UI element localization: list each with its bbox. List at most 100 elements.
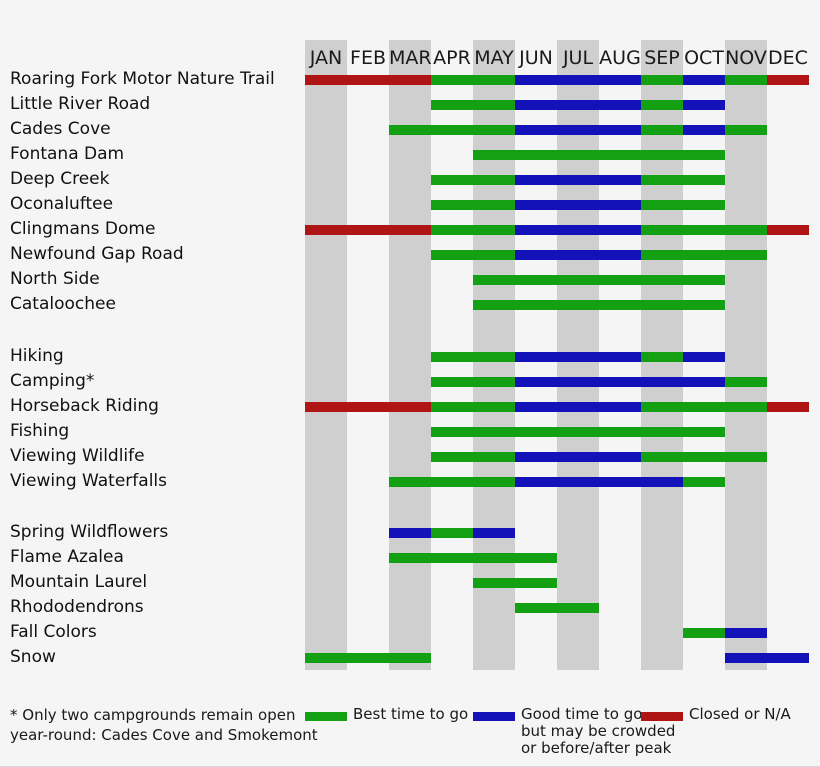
- bar-segment-good: [725, 628, 767, 638]
- month-label-sep: SEP: [644, 47, 680, 69]
- bar-segment-best: [431, 377, 515, 387]
- month-label-may: MAY: [474, 47, 514, 69]
- chart-row: North Side: [0, 267, 820, 292]
- bar-segment-best: [389, 125, 515, 135]
- row-label: Oconaluftee: [10, 194, 114, 214]
- bar-segment-good: [515, 402, 641, 412]
- bar-segment-best: [431, 352, 515, 362]
- row-label: Fall Colors: [10, 622, 97, 642]
- bar-segment-best: [431, 250, 515, 260]
- bar-segment-good: [683, 125, 725, 135]
- bar-segment-best: [641, 250, 767, 260]
- bar-segment-good: [515, 100, 641, 110]
- bar-segment-best: [641, 125, 683, 135]
- month-label-oct: OCT: [684, 47, 724, 69]
- bar-segment-best: [641, 225, 767, 235]
- row-label: Cataloochee: [10, 294, 116, 314]
- bar-segment-best: [641, 75, 683, 85]
- bar-segment-good: [515, 125, 641, 135]
- chart-row: Camping*: [0, 369, 820, 394]
- bar-segment-best: [641, 100, 683, 110]
- bar-segment-best: [641, 352, 683, 362]
- row-label: Mountain Laurel: [10, 572, 148, 592]
- bar-segment-good: [515, 225, 641, 235]
- row-label: Viewing Waterfalls: [10, 471, 167, 491]
- bar-segment-closed: [305, 225, 431, 235]
- row-label: Cades Cove: [10, 119, 111, 139]
- bar-segment-best: [431, 100, 515, 110]
- month-label-apr: APR: [433, 47, 471, 69]
- row-label: Little River Road: [10, 94, 151, 114]
- bar-segment-best: [305, 653, 431, 663]
- column-band-nov: [725, 40, 767, 670]
- month-label-dec: DEC: [768, 47, 808, 69]
- bar-segment-best: [389, 477, 515, 487]
- row-label: Hiking: [10, 346, 64, 366]
- bar-segment-best: [515, 603, 599, 613]
- bar-segment-best: [641, 175, 725, 185]
- bar-segment-best: [431, 200, 515, 210]
- footnote-line: * Only two campgrounds remain open: [10, 706, 296, 724]
- row-label: Camping*: [10, 371, 95, 391]
- row-label: Snow: [10, 647, 56, 667]
- bar-segment-good: [515, 200, 641, 210]
- bar-segment-good: [515, 250, 641, 260]
- legend-swatch-best: [305, 712, 347, 721]
- bar-segment-closed: [305, 75, 431, 85]
- bar-segment-good: [515, 452, 641, 462]
- chart-row: Flame Azalea: [0, 545, 820, 570]
- chart-row: Clingmans Dome: [0, 217, 820, 242]
- chart-row: Rhododendrons: [0, 595, 820, 620]
- column-band-jan: [305, 40, 347, 670]
- month-label-jun: JUN: [519, 47, 553, 69]
- bar-segment-good: [683, 75, 725, 85]
- bar-segment-best: [431, 175, 515, 185]
- chart-row: Fall Colors: [0, 620, 820, 645]
- row-label: Rhododendrons: [10, 597, 144, 617]
- bar-segment-closed: [767, 402, 809, 412]
- chart-row: Oconaluftee: [0, 192, 820, 217]
- chart-row: Viewing Wildlife: [0, 444, 820, 469]
- bar-segment-closed: [305, 402, 431, 412]
- bar-segment-good: [473, 528, 515, 538]
- month-label-aug: AUG: [599, 47, 641, 69]
- chart-row: Hiking: [0, 344, 820, 369]
- chart-row: Viewing Waterfalls: [0, 469, 820, 494]
- bar-segment-best: [641, 402, 767, 412]
- chart-row: Little River Road: [0, 92, 820, 117]
- month-label-nov: NOV: [725, 47, 767, 69]
- bar-segment-best: [683, 477, 725, 487]
- bar-segment-best: [431, 528, 473, 538]
- row-label: Flame Azalea: [10, 547, 124, 567]
- row-label: Clingmans Dome: [10, 219, 156, 239]
- bar-segment-good: [515, 175, 641, 185]
- legend-swatch-good: [473, 712, 515, 721]
- chart-row: Fishing: [0, 419, 820, 444]
- bar-segment-best: [683, 628, 725, 638]
- chart-row: Newfound Gap Road: [0, 242, 820, 267]
- bar-segment-best: [389, 553, 557, 563]
- chart-row: Fontana Dam: [0, 142, 820, 167]
- bar-segment-good: [515, 352, 641, 362]
- chart-row: Snow: [0, 645, 820, 670]
- legend-label-closed: Closed or N/A: [689, 705, 791, 723]
- bar-segment-closed: [767, 225, 809, 235]
- bar-segment-good: [515, 75, 641, 85]
- row-label: Deep Creek: [10, 169, 110, 189]
- bar-segment-best: [725, 377, 767, 387]
- bar-segment-best: [431, 402, 515, 412]
- bar-segment-best: [641, 200, 725, 210]
- bar-segment-best: [473, 275, 725, 285]
- bar-segment-best: [473, 300, 725, 310]
- row-label: Roaring Fork Motor Nature Trail: [10, 69, 275, 89]
- bar-segment-best: [431, 225, 515, 235]
- bar-segment-best: [431, 452, 515, 462]
- month-label-mar: MAR: [389, 47, 432, 69]
- bar-segment-best: [431, 427, 725, 437]
- chart-row: Deep Creek: [0, 167, 820, 192]
- row-label: Spring Wildflowers: [10, 522, 169, 542]
- column-band-mar: [389, 40, 431, 670]
- bar-segment-good: [683, 352, 725, 362]
- bar-segment-good: [389, 528, 431, 538]
